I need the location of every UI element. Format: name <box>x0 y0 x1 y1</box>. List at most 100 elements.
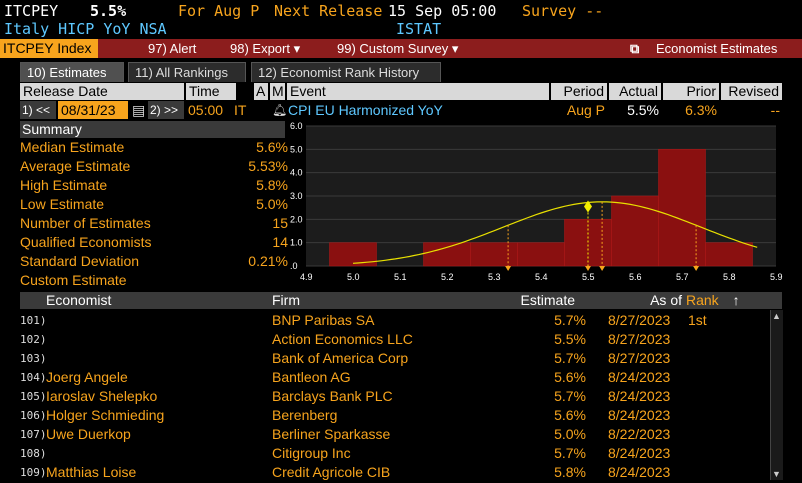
summary-average: Average Estimate 5.53% <box>20 158 288 174</box>
summary-number-estimates: Number of Estimates 15 <box>20 215 288 231</box>
table-scrollbar[interactable]: ▲ ▼ <box>770 310 783 480</box>
last-value: 5.5% <box>90 2 127 20</box>
y-tick-label: 5.0 <box>290 144 303 154</box>
table-row[interactable]: 107) Uwe Duerkop Berliner Sparkasse 5.0% 8/2… <box>20 426 671 442</box>
histogram-bar <box>423 242 471 267</box>
x-tick-label: 5.5 <box>582 272 595 282</box>
histogram-bar <box>329 242 377 267</box>
prior-value: 6.3% <box>685 102 717 118</box>
y-tick-label: 4.0 <box>290 168 303 178</box>
x-tick-label: 5.1 <box>394 272 407 282</box>
for-period: For Aug P <box>178 2 260 20</box>
export-button[interactable]: 98) Export ▾ <box>230 41 301 56</box>
menu-bar: 97) Alert 98) Export ▾ 99) Custom Survey… <box>0 39 802 58</box>
col-actual: Actual <box>609 83 661 100</box>
col-m: M <box>270 83 285 100</box>
bell-icon[interactable]: 🔔︎ <box>272 103 288 117</box>
ticker: ITCPEY <box>4 2 59 20</box>
histogram-bar <box>611 195 659 267</box>
col-rank[interactable]: Rank ↑ <box>684 292 782 309</box>
sort-arrow-icon[interactable]: ↑ <box>732 292 740 308</box>
next-release-value: 15 Sep 05:00 <box>388 2 497 20</box>
release-date-input[interactable]: 08/31/23 <box>58 101 128 119</box>
period-value: Aug P <box>566 102 605 118</box>
economist-estimates-title: Economist Estimates <box>656 41 778 56</box>
col-firm[interactable]: Firm <box>270 292 500 309</box>
next-release-button[interactable]: 2) >> <box>148 101 184 119</box>
summary-qualified: Qualified Economists 14 <box>20 234 288 250</box>
table-row[interactable]: 104) Joerg Angele Bantleon AG 5.6% 8/24/2023 <box>20 369 671 385</box>
y-tick-label: 3.0 <box>290 191 303 201</box>
summary-median: Median Estimate 5.6% <box>20 139 288 155</box>
scroll-down-icon[interactable]: ▼ <box>772 469 781 479</box>
histogram-bar <box>705 242 753 267</box>
table-row[interactable]: 106) Holger Schmieding Berenberg 5.6% 8/24/2… <box>20 407 671 423</box>
marker-arrow <box>505 266 512 271</box>
distribution-curve <box>352 201 758 264</box>
release-time: 05:00 <box>188 102 224 118</box>
actual-arrow <box>585 266 591 271</box>
survey: Survey -- <box>522 2 604 20</box>
y-tick-label: 2.0 <box>290 214 303 224</box>
revised-value: -- <box>770 102 780 118</box>
alert-button[interactable]: 97) Alert <box>148 41 197 56</box>
table-row[interactable]: 102) Action Economics LLC 5.5% 8/27/2023 <box>20 331 671 347</box>
release-row: 1) << 08/31/23 ▤ 2) >> 05:00 IT 🔔︎ CPI E… <box>0 101 802 119</box>
ticker-button[interactable]: ITCPEY Index <box>0 39 98 58</box>
histogram-bar <box>470 242 518 267</box>
summary-low: Low Estimate 5.0% <box>20 196 288 212</box>
event-link[interactable]: CPI EU Harmonized YoY <box>288 102 443 118</box>
summary-std-dev: Standard Deviation 0.21% <box>20 253 288 269</box>
marker-arrow <box>693 266 700 271</box>
col-event: Event <box>287 83 549 100</box>
col-estimate[interactable]: Estimate <box>500 292 578 309</box>
y-tick-label: .0 <box>290 261 298 271</box>
col-economist[interactable]: Economist <box>20 292 270 309</box>
next-release-label: Next Release <box>274 2 383 20</box>
estimates-histogram: .0 1.0 2.0 3.0 4.0 5.0 6.0 4.9 5.0 5.1 5.2 5.3 5.4 5.… <box>290 121 783 282</box>
x-tick-label: 5.6 <box>629 272 642 282</box>
x-tick-label: 5.7 <box>676 272 689 282</box>
col-a: A <box>254 83 268 100</box>
table-row[interactable]: 103) Bank of America Corp 5.7% 8/27/2023 <box>20 350 671 366</box>
actual-marker <box>584 200 592 213</box>
table-row[interactable]: 108) Citigroup Inc 5.7% 8/24/2023 <box>20 445 671 461</box>
col-release-date: Release Date <box>20 83 184 100</box>
summary-high: High Estimate 5.8% <box>20 177 288 193</box>
histogram-bar <box>517 242 565 267</box>
col-time: Time <box>186 83 236 100</box>
x-tick-label: 5.8 <box>723 272 736 282</box>
marker-arrow <box>599 266 606 271</box>
col-period: Period <box>551 83 607 100</box>
histogram-bar <box>658 149 706 267</box>
tab-all-rankings[interactable]: 11) All Rankings <box>128 62 246 82</box>
table-row[interactable]: 109) Matthias Loise Credit Agricole CIB 5.8… <box>20 464 671 480</box>
custom-survey-button[interactable]: 99) Custom Survey ▾ <box>337 41 459 56</box>
prev-release-button[interactable]: 1) << <box>20 101 56 119</box>
x-tick-label: 5.3 <box>488 272 501 282</box>
summary-title: Summary <box>20 121 285 138</box>
x-tick-label: 4.9 <box>300 272 313 282</box>
col-revised: Revised <box>721 83 782 100</box>
source: ISTAT <box>396 20 442 38</box>
description: Italy HICP YoY NSA <box>4 20 167 38</box>
tab-economist-rank-history[interactable]: 12) Economist Rank History <box>251 62 441 82</box>
summary-custom[interactable]: Custom Estimate <box>20 272 127 288</box>
calendar-icon[interactable]: ▤ <box>132 102 146 118</box>
table-row[interactable]: 101) BNP Paribas SA 5.7% 8/27/2023 1st <box>20 312 707 328</box>
col-prior: Prior <box>663 83 719 100</box>
x-tick-label: 5.2 <box>441 272 454 282</box>
table-row[interactable]: 105) Iaroslav Shelepko Barclays Bank PLC 5.… <box>20 388 671 404</box>
x-tick-label: 5.9 <box>770 272 783 282</box>
country-code: IT <box>234 102 247 118</box>
actual-value: 5.5% <box>627 102 659 118</box>
x-tick-label: 5.0 <box>347 272 360 282</box>
y-tick-label: 6.0 <box>290 121 303 131</box>
tab-bar: 10) Estimates 11) All Rankings 12) Econo… <box>0 62 802 82</box>
y-tick-label: 1.0 <box>290 238 303 248</box>
col-as-of[interactable]: As of <box>578 292 684 309</box>
x-tick-label: 5.4 <box>535 272 548 282</box>
scroll-up-icon[interactable]: ▲ <box>772 311 781 321</box>
tab-estimates[interactable]: 10) Estimates <box>20 62 124 82</box>
external-link-icon[interactable]: ⧉ <box>630 41 640 56</box>
